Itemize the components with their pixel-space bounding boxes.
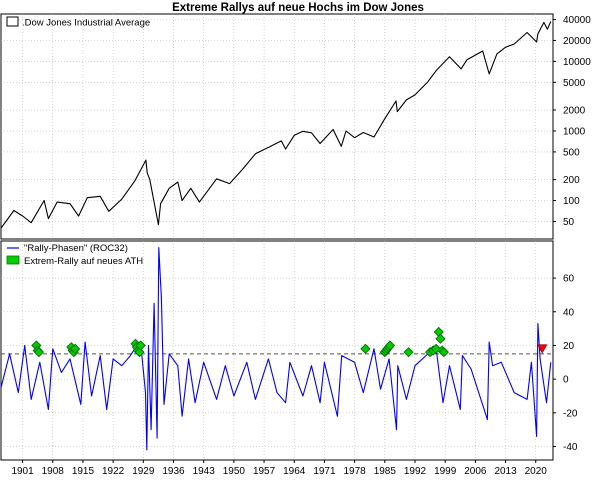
roc-series-group xyxy=(1,247,552,451)
x-tick-label: 1915 xyxy=(72,466,95,477)
price-y-tick-label: 500 xyxy=(563,147,580,158)
price-series-group xyxy=(1,21,552,229)
price-y-tick-label: 40000 xyxy=(563,15,591,26)
x-tick-label: 1936 xyxy=(162,466,185,477)
price-grid xyxy=(1,14,553,239)
price-y-tick-label: 100 xyxy=(563,196,580,207)
x-tick-label: 1992 xyxy=(404,466,427,477)
price-legend: .Dow Jones Industrial Average xyxy=(6,16,150,29)
x-tick-label: 2020 xyxy=(525,466,548,477)
rally-markers-group xyxy=(31,326,548,358)
rally-marker xyxy=(403,347,414,358)
price-y-tick-label: 10000 xyxy=(563,57,591,68)
price-y-tick-label: 2000 xyxy=(563,106,586,117)
roc-legend-label: "Rally-Phasen" (ROC32) xyxy=(24,243,128,254)
rally-marker xyxy=(360,343,371,354)
current-signal-marker xyxy=(537,344,548,354)
roc32-line xyxy=(1,247,552,451)
x-tick-label: 1964 xyxy=(283,466,306,477)
price-y-tick-label: 50 xyxy=(563,217,575,228)
x-tick-label: 1957 xyxy=(253,466,276,477)
rally-marker xyxy=(384,340,396,351)
rally-marker xyxy=(435,333,446,344)
x-tick-label: 1971 xyxy=(313,466,336,477)
price-y-tick-label: 1000 xyxy=(563,126,586,137)
x-tick-label: 1978 xyxy=(344,466,367,477)
dow-jones-line xyxy=(1,21,552,229)
x-tick-label: 1929 xyxy=(132,466,155,477)
rally-legend-label: Extrem-Rally auf neues ATH xyxy=(24,256,143,267)
x-tick-label: 2013 xyxy=(494,466,517,477)
roc-y-tick-label: -40 xyxy=(563,442,578,453)
rally-legend-swatch xyxy=(6,255,20,265)
x-tick-label: 1999 xyxy=(434,466,457,477)
x-tick-label: 1908 xyxy=(42,466,65,477)
roc-y-tick-label: 0 xyxy=(563,375,569,386)
price-y-axis: 40000 20000 10000 5000 2000 1000 500 200 100 50 xyxy=(553,15,591,228)
x-tick-label: 1950 xyxy=(223,466,246,477)
x-tick-label: 1922 xyxy=(102,466,125,477)
price-y-tick-label: 20000 xyxy=(563,36,591,47)
chart-title: Extreme Rallys auf neue Hochs im Dow Jon… xyxy=(172,2,424,14)
roc-legend: "Rally-Phasen" (ROC32) Extrem-Rally auf … xyxy=(6,243,143,267)
rally-marker xyxy=(438,347,449,358)
x-tick-label: 2006 xyxy=(464,466,487,477)
x-axis: 1901 1908 1915 1922 1929 1936 1943 1950 1957 1964… xyxy=(11,460,547,477)
price-legend-swatch xyxy=(6,16,19,27)
price-panel-frame xyxy=(0,13,554,240)
roc-y-tick-label: 60 xyxy=(563,274,575,285)
rally-marker xyxy=(134,347,145,358)
price-y-tick-label: 5000 xyxy=(563,78,586,89)
roc-panel-frame xyxy=(0,240,554,461)
price-legend-label: .Dow Jones Industrial Average xyxy=(22,18,150,29)
x-tick-label: 1901 xyxy=(11,466,34,477)
x-tick-label: 1985 xyxy=(374,466,397,477)
rally-marker xyxy=(33,347,45,358)
roc-y-tick-label: 20 xyxy=(563,341,575,352)
roc-y-tick-label: -20 xyxy=(563,408,578,419)
rally-marker xyxy=(135,340,146,351)
price-y-tick-label: 200 xyxy=(563,175,580,186)
roc-y-tick-label: 40 xyxy=(563,307,575,318)
x-tick-label: 1943 xyxy=(193,466,216,477)
roc-y-axis: 60 40 20 0 -20 -40 xyxy=(553,274,578,453)
price-panel: 40000 20000 10000 5000 2000 1000 500 200 100 50 .… xyxy=(0,13,591,240)
rally-marker xyxy=(70,343,81,354)
